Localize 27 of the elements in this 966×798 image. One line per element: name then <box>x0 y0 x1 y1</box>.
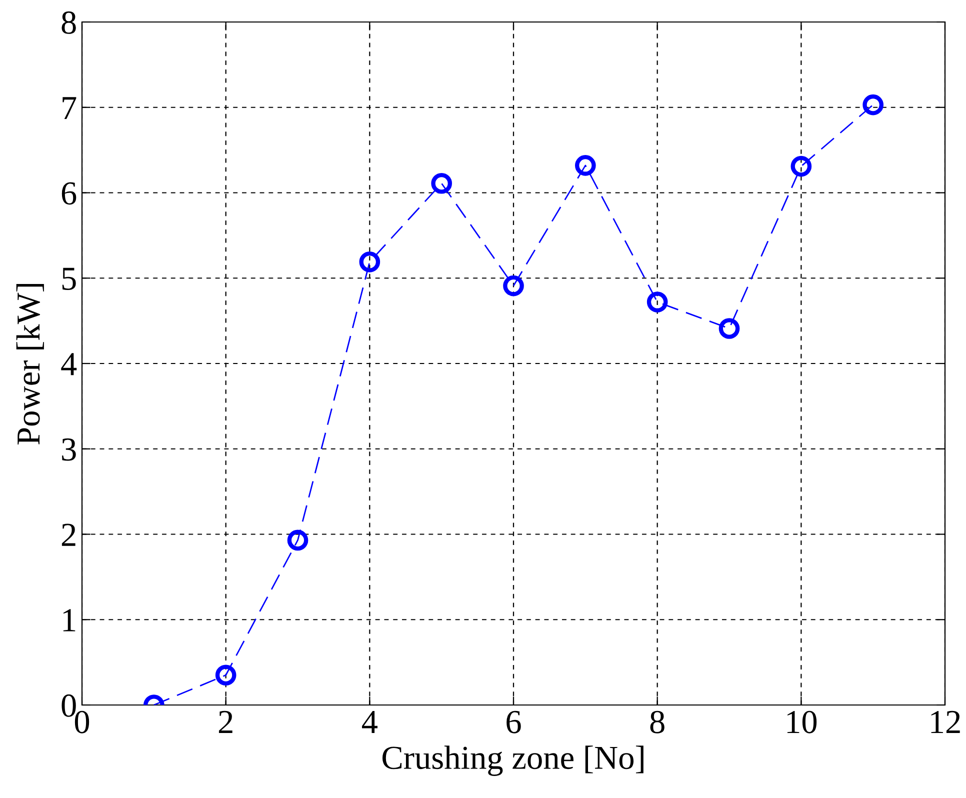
y-tick-label: 1 <box>63 609 76 632</box>
x-tick-label: 2 <box>218 710 232 733</box>
x-axis-title: Crushing zone [No] <box>382 746 644 776</box>
y-tick-label: 6 <box>62 182 76 205</box>
point <box>862 94 884 116</box>
x-tick-label: 4 <box>362 711 378 733</box>
y-axis-title: Power [kW] <box>16 284 44 444</box>
y-tick-label: 5 <box>62 268 76 290</box>
y-tick-label: 0 <box>62 694 76 717</box>
x-tick-label: 12 <box>931 710 960 733</box>
x-tick-label: 6 <box>506 710 521 734</box>
y-tick-label: 7 <box>62 97 76 119</box>
y-tick-label: 8 <box>62 11 76 34</box>
y-tick-label: 4 <box>61 353 77 376</box>
point <box>718 318 740 339</box>
x-tick-label: 10 <box>787 710 817 734</box>
point <box>431 172 452 194</box>
point <box>646 292 668 312</box>
point <box>575 155 596 176</box>
x-tick-label: 8 <box>650 710 664 734</box>
point <box>790 156 812 177</box>
point <box>503 275 524 296</box>
y-tick-label: 3 <box>62 438 76 461</box>
point <box>215 664 236 686</box>
point <box>287 530 308 551</box>
y-tick-label: 2 <box>62 524 76 546</box>
point <box>359 251 380 272</box>
